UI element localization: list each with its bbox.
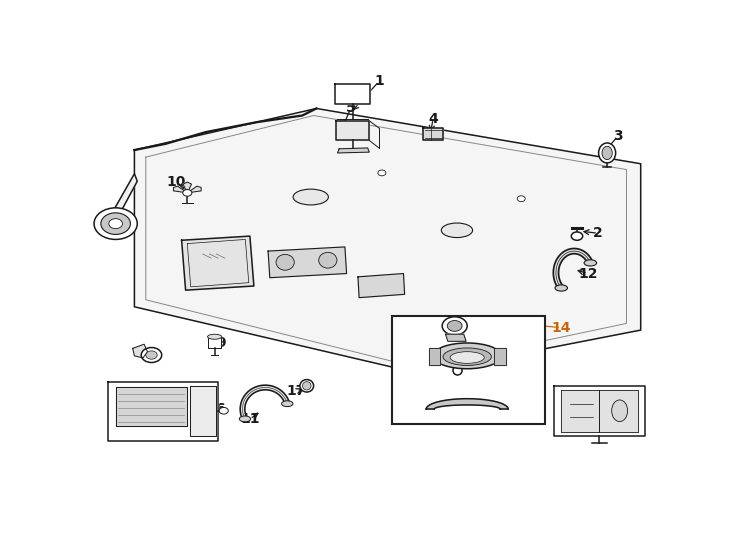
Text: 18: 18 bbox=[594, 398, 614, 412]
Circle shape bbox=[442, 317, 468, 335]
Polygon shape bbox=[106, 174, 137, 232]
Text: 4: 4 bbox=[428, 112, 438, 126]
Text: 14: 14 bbox=[551, 321, 571, 335]
Text: 10: 10 bbox=[167, 175, 186, 189]
Ellipse shape bbox=[450, 352, 484, 363]
Circle shape bbox=[141, 348, 161, 362]
Text: 7: 7 bbox=[104, 208, 114, 222]
Polygon shape bbox=[181, 236, 254, 290]
Polygon shape bbox=[133, 344, 148, 358]
Polygon shape bbox=[183, 182, 192, 193]
Ellipse shape bbox=[599, 143, 616, 163]
Ellipse shape bbox=[611, 400, 628, 422]
Ellipse shape bbox=[302, 382, 311, 390]
Polygon shape bbox=[561, 390, 638, 431]
Polygon shape bbox=[134, 109, 641, 373]
Ellipse shape bbox=[293, 189, 328, 205]
Bar bbox=[392, 315, 545, 424]
Polygon shape bbox=[268, 247, 346, 278]
Polygon shape bbox=[335, 84, 371, 104]
Polygon shape bbox=[338, 148, 369, 153]
Text: 5: 5 bbox=[346, 102, 355, 116]
Polygon shape bbox=[495, 348, 506, 365]
Ellipse shape bbox=[441, 223, 473, 238]
Circle shape bbox=[571, 232, 583, 240]
Polygon shape bbox=[208, 337, 222, 348]
Circle shape bbox=[219, 407, 228, 414]
Polygon shape bbox=[358, 274, 404, 298]
Text: 16: 16 bbox=[429, 370, 448, 384]
Ellipse shape bbox=[300, 380, 313, 392]
Text: 2: 2 bbox=[593, 226, 603, 240]
Polygon shape bbox=[116, 387, 187, 426]
Polygon shape bbox=[187, 186, 201, 193]
Ellipse shape bbox=[239, 416, 251, 422]
Polygon shape bbox=[446, 334, 466, 341]
Ellipse shape bbox=[443, 348, 491, 366]
Text: 13: 13 bbox=[509, 370, 528, 384]
Circle shape bbox=[517, 196, 526, 201]
Ellipse shape bbox=[584, 260, 597, 266]
Circle shape bbox=[94, 208, 137, 239]
Text: 9: 9 bbox=[217, 335, 226, 349]
Polygon shape bbox=[173, 186, 187, 193]
Text: 15: 15 bbox=[525, 408, 544, 422]
Text: 11: 11 bbox=[240, 412, 260, 426]
Polygon shape bbox=[429, 348, 440, 365]
Text: 12: 12 bbox=[578, 267, 597, 281]
Ellipse shape bbox=[433, 343, 501, 369]
Text: 1: 1 bbox=[374, 75, 384, 89]
Text: 8: 8 bbox=[137, 346, 147, 360]
Polygon shape bbox=[423, 128, 443, 140]
Ellipse shape bbox=[208, 334, 222, 339]
Polygon shape bbox=[336, 121, 369, 140]
Text: 3: 3 bbox=[613, 129, 622, 143]
Ellipse shape bbox=[276, 254, 294, 270]
Circle shape bbox=[101, 213, 131, 234]
Text: 6: 6 bbox=[215, 402, 225, 416]
Circle shape bbox=[146, 351, 157, 359]
Ellipse shape bbox=[555, 285, 567, 291]
Ellipse shape bbox=[319, 252, 337, 268]
Circle shape bbox=[183, 190, 192, 196]
Ellipse shape bbox=[282, 401, 293, 407]
Text: 17: 17 bbox=[287, 384, 306, 398]
Ellipse shape bbox=[453, 366, 462, 375]
Circle shape bbox=[109, 219, 123, 228]
Ellipse shape bbox=[602, 146, 612, 160]
Circle shape bbox=[378, 170, 386, 176]
Polygon shape bbox=[108, 382, 218, 441]
Polygon shape bbox=[553, 386, 644, 436]
Polygon shape bbox=[189, 386, 216, 436]
Circle shape bbox=[447, 321, 462, 332]
Polygon shape bbox=[426, 399, 508, 409]
